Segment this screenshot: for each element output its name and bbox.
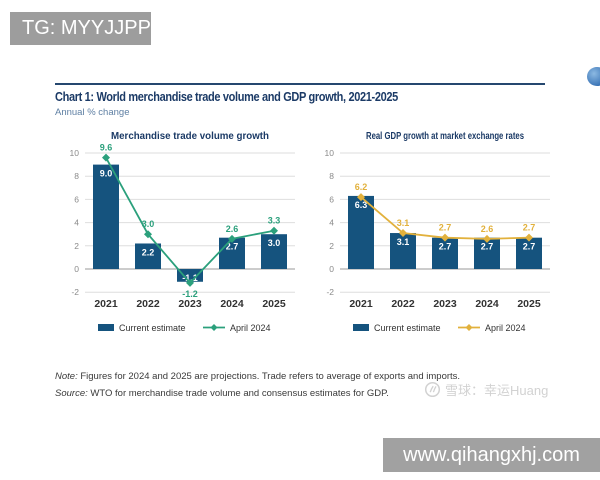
bar-2025	[516, 237, 542, 269]
x-axis-label-2021: 2021	[349, 298, 373, 310]
x-axis-label-2025: 2025	[517, 298, 541, 310]
page-subtitle: Annual % change	[55, 107, 130, 118]
diamond-marker	[483, 234, 491, 243]
gdp-growth-chart: Real GDP growth at market exchange rates…	[325, 131, 550, 333]
note-text: Figures for 2024 and 2025 are projection…	[77, 371, 461, 382]
legend-bar-label: Current estimate	[374, 323, 441, 333]
line-value-label: 3.1	[397, 218, 410, 228]
charts-row: Merchandise trade volume growth 10 8 6 4 2 0 -2…	[55, 126, 555, 346]
x-axis-label-2021: 2021	[94, 298, 118, 310]
line-value-label: 2.7	[439, 223, 452, 233]
website-overlay: www.qihangxhj.com	[383, 438, 600, 472]
y-tick-label: -2	[326, 287, 334, 297]
line-value-label: 3.0	[142, 219, 155, 229]
bar-value-label: 3.1	[397, 237, 410, 247]
legend-bar-label: Current estimate	[119, 323, 186, 333]
bar-value-label: 2.2	[142, 247, 155, 257]
diamond-marker	[228, 234, 236, 243]
x-axis-label-2022: 2022	[136, 298, 160, 310]
xueqiu-logo-icon	[424, 381, 441, 398]
y-tick-label: -2	[71, 287, 79, 297]
y-tick-label: 6	[329, 194, 334, 204]
line-value-label: -1.2	[182, 289, 198, 299]
y-tick-label: 10	[325, 148, 335, 158]
diamond-marker	[102, 153, 110, 162]
note-label: Note:	[55, 371, 78, 382]
x-axis-label-2024: 2024	[220, 298, 244, 310]
note-line: Note: Figures for 2024 and 2025 are proj…	[55, 368, 475, 385]
line-value-label: 2.6	[226, 224, 239, 234]
header-rule	[55, 83, 545, 85]
y-tick-label: 8	[329, 171, 334, 181]
diamond-marker	[270, 226, 278, 235]
line-value-label: 2.6	[481, 224, 494, 234]
bar-value-label: 2.7	[226, 242, 239, 252]
y-tick-label: 10	[70, 148, 80, 158]
legend-bar-swatch	[353, 324, 369, 331]
y-tick-label: 8	[74, 171, 79, 181]
source-text: WTO for merchandise trade volume and con…	[87, 388, 389, 399]
trade-volume-chart: Merchandise trade volume growth 10 8 6 4 2 0 -2…	[70, 131, 295, 333]
trade-volume-chart-figure: Merchandise trade volume growth 10 8 6 4 2 0 -2…	[55, 126, 300, 346]
diamond-marker	[441, 233, 449, 242]
bar-2024	[474, 237, 500, 269]
bar-value-label: 2.7	[523, 242, 536, 252]
source-line: Source: WTO for merchandise trade volume…	[55, 385, 475, 402]
tg-handle-overlay: TG: MYYJJPP	[10, 12, 151, 45]
footnotes: Note: Figures for 2024 and 2025 are proj…	[55, 368, 475, 402]
bar-2021	[93, 164, 119, 269]
legend-diamond-icon	[210, 324, 218, 331]
floating-share-icon[interactable]	[587, 67, 600, 86]
x-axis-label-2023: 2023	[433, 298, 457, 310]
bar-2025	[261, 234, 287, 269]
bar-value-label: 6.3	[355, 200, 368, 210]
diamond-marker	[525, 233, 533, 242]
source-label: Source:	[55, 388, 88, 399]
bar-2022	[135, 243, 161, 269]
chart-title: Real GDP growth at market exchange rates	[366, 131, 524, 142]
diamond-marker	[399, 229, 407, 238]
bar-2021	[348, 195, 374, 269]
watermark: 雪球：幸运Huang	[424, 380, 548, 399]
line-value-label: 9.6	[100, 143, 113, 153]
bar-value-label: -1.1	[182, 273, 198, 283]
gdp-growth-chart-figure: Real GDP growth at market exchange rates…	[310, 126, 555, 346]
bar-value-label: 9.0	[100, 169, 113, 179]
line-value-label: 2.7	[523, 223, 536, 233]
bar-2023	[432, 237, 458, 269]
bar-2023	[177, 269, 203, 282]
legend-line-label: April 2024	[485, 323, 526, 333]
y-tick-label: 4	[329, 218, 334, 228]
y-tick-label: 0	[74, 264, 79, 274]
bar-2024	[219, 237, 245, 269]
y-tick-label: 4	[74, 218, 79, 228]
page-title: Chart 1: World merchandise trade volume …	[55, 90, 398, 104]
bar-2022	[390, 233, 416, 269]
x-axis-label-2022: 2022	[391, 298, 415, 310]
bar-value-label: 3.0	[268, 238, 281, 248]
x-axis-label-2023: 2023	[178, 298, 202, 310]
line-value-label: 6.2	[355, 182, 368, 192]
diamond-marker	[186, 278, 194, 287]
chart-title: Merchandise trade volume growth	[111, 131, 269, 142]
bar-value-label: 2.7	[481, 242, 494, 252]
legend-line-label: April 2024	[230, 323, 271, 333]
y-tick-label: 6	[74, 194, 79, 204]
line-value-label: 3.3	[268, 216, 281, 226]
watermark-text: 雪球：幸运Huang	[445, 383, 549, 398]
x-axis-label-2024: 2024	[475, 298, 499, 310]
legend-diamond-icon	[465, 324, 473, 331]
bar-value-label: 2.7	[439, 242, 452, 252]
y-tick-label: 2	[74, 241, 79, 251]
x-axis-label-2025: 2025	[262, 298, 286, 310]
legend-bar-swatch	[98, 324, 114, 331]
diamond-marker	[144, 230, 152, 239]
y-tick-label: 0	[329, 264, 334, 274]
diamond-marker	[357, 193, 365, 202]
y-tick-label: 2	[329, 241, 334, 251]
